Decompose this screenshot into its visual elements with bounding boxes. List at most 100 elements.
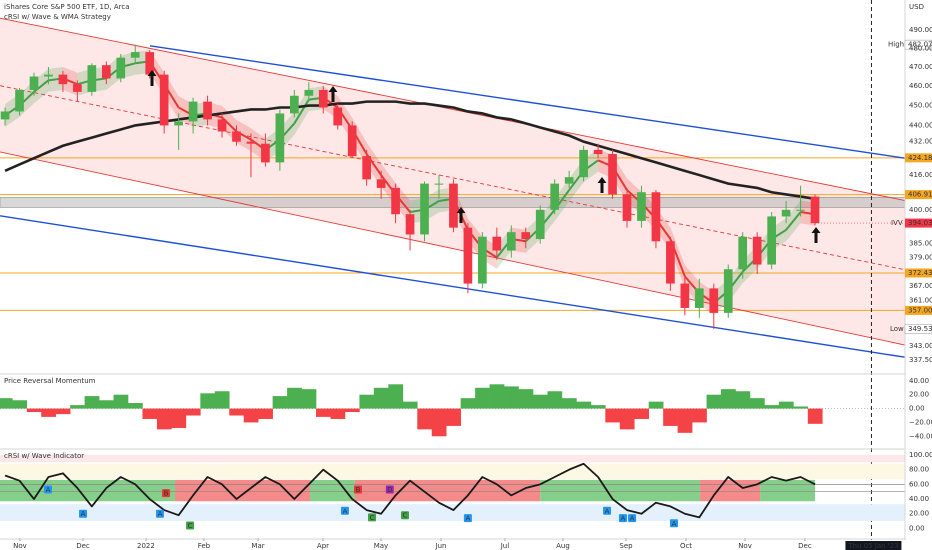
- x-tick-label: Jul: [500, 542, 510, 550]
- momentum-area: [70, 405, 85, 409]
- momentum-area: [200, 393, 216, 409]
- momentum-area: [605, 408, 621, 423]
- candle-body: [564, 177, 574, 184]
- momentum-area: [547, 391, 563, 409]
- y-tick-label: −40.00: [909, 432, 932, 440]
- last-value: 394.03: [908, 219, 932, 227]
- last-symbol: IVV: [891, 219, 903, 227]
- y-tick-label: 450.00: [909, 102, 932, 110]
- momentum-area: [764, 405, 780, 409]
- signal-label: A: [466, 515, 471, 523]
- candle-body: [318, 89, 328, 108]
- candle-body: [217, 119, 227, 132]
- wave-zone: [175, 479, 310, 502]
- candle-body: [29, 76, 39, 90]
- candle-body: [405, 214, 415, 235]
- momentum-area: [793, 406, 809, 409]
- momentum-area: [446, 408, 461, 426]
- candle-body: [637, 192, 646, 221]
- band: [0, 454, 905, 463]
- x-tick-label: Apr: [317, 542, 329, 550]
- momentum-area: [634, 408, 650, 419]
- signal-marker: [340, 506, 349, 515]
- y-tick-label: 432.00: [909, 138, 932, 146]
- signal-label: C: [188, 522, 193, 530]
- y-tick-label: 20.00: [909, 391, 929, 399]
- wave-line: [33, 79, 50, 93]
- candle-body: [391, 187, 400, 215]
- level-label: 357.00: [908, 306, 932, 314]
- signal-marker: [628, 514, 637, 523]
- y-tick-label: 416.00: [909, 171, 932, 179]
- cursor-label-bg: [845, 541, 902, 550]
- x-tick-label: Aug: [556, 542, 570, 550]
- momentum-area: [590, 405, 606, 409]
- x-tick-label: Feb: [198, 542, 211, 550]
- momentum-area: [431, 408, 447, 437]
- last-value-bg: [905, 218, 932, 228]
- y-tick-label: 460.00: [909, 82, 932, 90]
- signal-label: D: [387, 486, 392, 494]
- momentum-area: [287, 387, 302, 409]
- strategy-title: cRSI w/ Wave & WMA Strategy: [4, 13, 111, 21]
- signal-label: A: [81, 510, 86, 518]
- y-tick-label: −20.00: [909, 418, 932, 426]
- momentum-area: [214, 391, 230, 409]
- candle-body: [579, 149, 588, 178]
- momentum-area: [677, 408, 693, 433]
- candle-body: [159, 74, 169, 126]
- candle-body: [434, 183, 444, 185]
- candle-body: [261, 143, 270, 163]
- y-tick-label: 100.00: [909, 451, 932, 459]
- level-label: 372.43: [908, 269, 932, 277]
- signal-label: A: [605, 507, 610, 515]
- momentum-area: [619, 408, 635, 430]
- candle-body: [203, 101, 212, 120]
- momentum-area: [735, 391, 751, 409]
- momentum-area: [41, 408, 56, 417]
- momentum-area: [344, 408, 360, 413]
- candle-body: [463, 227, 473, 284]
- candle-body: [521, 232, 531, 240]
- wave-zone: [700, 479, 761, 502]
- wave-zone: [540, 479, 701, 502]
- candle-body: [174, 121, 183, 126]
- wave-zone: [354, 479, 541, 502]
- momentum-area: [460, 398, 476, 409]
- candle-body: [506, 232, 516, 251]
- momentum-area: [243, 408, 259, 423]
- signal-label: A: [343, 507, 348, 515]
- signal-marker: [162, 489, 171, 498]
- candle-body: [0, 111, 10, 120]
- momentum-area: [301, 389, 317, 409]
- pane-title: Price Reversal Momentum: [4, 377, 96, 385]
- momentum-area: [807, 408, 823, 424]
- candle-body: [304, 89, 314, 96]
- candle-body: [87, 65, 97, 92]
- level-label: 406.91: [908, 191, 932, 199]
- signal-label: C: [403, 512, 408, 520]
- y-tick-label: 0.00: [909, 405, 925, 413]
- momentum-area: [576, 401, 592, 409]
- cursor-label: Thu 05 Jan '23: [847, 542, 898, 550]
- candle-body: [333, 107, 343, 126]
- signal-marker: [44, 485, 53, 494]
- candle-body: [492, 236, 502, 251]
- high-value: 482.07: [908, 41, 932, 49]
- y-tick-label: 367.00: [909, 282, 932, 290]
- candle-body: [289, 95, 299, 114]
- x-tick-label: Dec: [798, 542, 812, 550]
- momentum-area: [258, 408, 273, 419]
- level-label: 424.18: [908, 154, 932, 162]
- arrow: [328, 86, 338, 102]
- candle-body: [709, 288, 719, 313]
- momentum-area: [749, 398, 765, 409]
- candle-body: [651, 192, 661, 242]
- candle-body: [58, 74, 68, 85]
- crsi-line: [4, 462, 816, 519]
- signal-marker: [400, 511, 409, 520]
- high-value-bg: [904, 39, 932, 50]
- candle-body: [478, 236, 487, 284]
- y-tick-label: 379.00: [909, 253, 932, 261]
